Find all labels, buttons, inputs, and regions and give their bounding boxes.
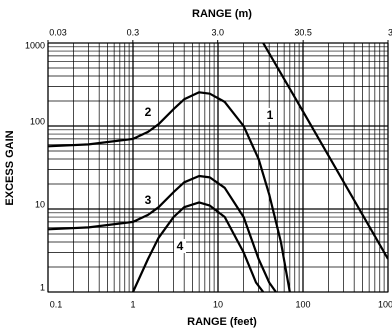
curve-label-bg bbox=[174, 239, 186, 253]
curve-label: 1 bbox=[267, 108, 274, 122]
curve-label-bg bbox=[142, 193, 154, 207]
x-tick-label: 1 bbox=[130, 299, 135, 309]
curve bbox=[48, 174, 277, 292]
curve-label-bg bbox=[264, 108, 276, 122]
curve-label: 3 bbox=[145, 193, 152, 207]
top-axis-title: RANGE (m) bbox=[192, 8, 252, 20]
y-tick-label: 10 bbox=[35, 199, 45, 209]
curve bbox=[131, 201, 265, 292]
curve-label: 2 bbox=[145, 105, 152, 119]
curve bbox=[48, 91, 291, 292]
y-tick-label: 1 bbox=[40, 282, 45, 292]
curve-label-bg bbox=[142, 105, 154, 119]
x-tick-label: 10 bbox=[213, 299, 223, 309]
x-tick-label: 0.1 bbox=[50, 299, 63, 309]
x-tick-label: 1000 bbox=[378, 299, 392, 309]
y-tick-label: 100 bbox=[30, 116, 45, 126]
top-tick-label: 305 bbox=[388, 27, 392, 37]
top-tick-label: 30.5 bbox=[294, 27, 312, 37]
curve bbox=[262, 43, 388, 260]
top-tick-label: 3.0 bbox=[211, 27, 224, 37]
x-tick-label: 100 bbox=[295, 299, 310, 309]
curve-label: 4 bbox=[177, 239, 184, 253]
top-tick-label: 0.3 bbox=[127, 27, 140, 37]
x-axis-title: RANGE (feet) bbox=[187, 316, 257, 328]
y-axis-title: EXCESS GAIN bbox=[4, 130, 16, 205]
top-tick-label: 0.03 bbox=[49, 27, 67, 37]
y-tick-label: 1000 bbox=[25, 40, 45, 50]
